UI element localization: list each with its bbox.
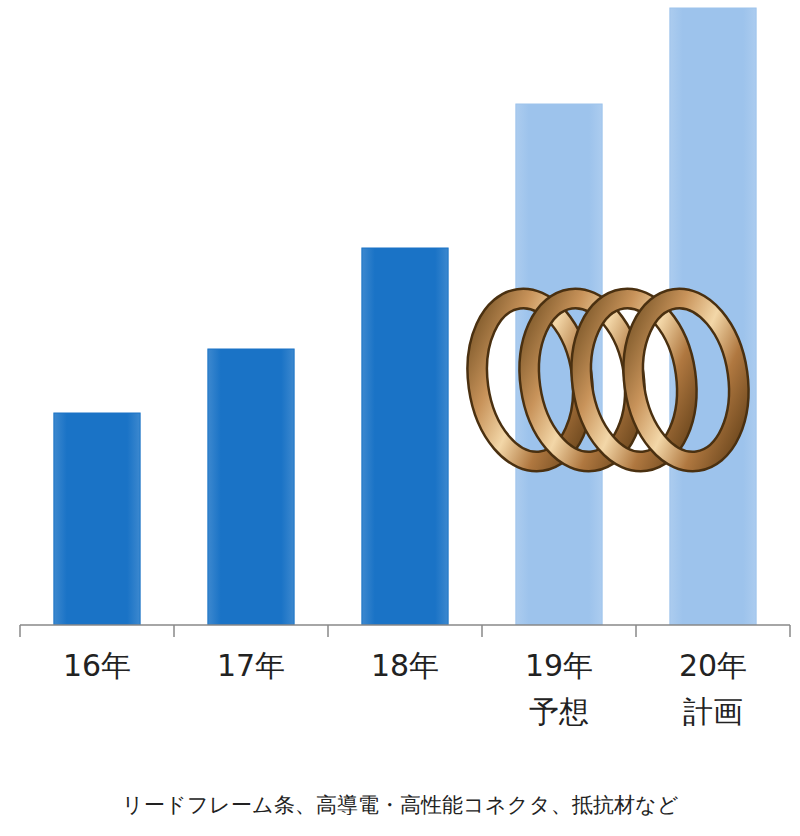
bars bbox=[54, 8, 756, 625]
x-tick bbox=[327, 625, 329, 637]
x-axis bbox=[20, 624, 790, 626]
x-tick-label-line: 18年 bbox=[371, 648, 439, 683]
bar bbox=[362, 248, 448, 625]
x-tick bbox=[19, 625, 21, 637]
coil-ring-shadow bbox=[623, 292, 749, 469]
bar bbox=[208, 349, 294, 625]
x-tick bbox=[173, 625, 175, 637]
x-tick bbox=[635, 625, 637, 637]
x-tick-label-line: 17年 bbox=[217, 648, 285, 683]
x-tick-label-line: 計画 bbox=[683, 694, 743, 729]
x-tick bbox=[481, 625, 483, 637]
x-tick bbox=[789, 625, 791, 637]
bar bbox=[54, 413, 140, 625]
x-tick-label: 19年予想 bbox=[525, 648, 593, 729]
caption: リードフレーム条、高導電・高性能コネクタ、抵抗材など bbox=[122, 793, 679, 817]
coil-ring bbox=[623, 292, 749, 469]
x-tick-label: 20年計画 bbox=[679, 648, 747, 729]
x-tick-label: 16年 bbox=[63, 648, 131, 683]
x-tick-label: 17年 bbox=[217, 648, 285, 683]
x-tick-label-line: 予想 bbox=[529, 694, 589, 729]
x-tick-label-line: 20年 bbox=[679, 648, 747, 683]
x-tick-label-line: 19年 bbox=[525, 648, 593, 683]
chart: 16年 17年 18年 19年予想 20年計画リードフレーム条、高導電・高性能コネクタ、… bbox=[0, 0, 800, 836]
coil-image bbox=[467, 292, 749, 469]
x-tick-label: 18年 bbox=[371, 648, 439, 683]
x-tick-label-line: 16年 bbox=[63, 648, 131, 683]
